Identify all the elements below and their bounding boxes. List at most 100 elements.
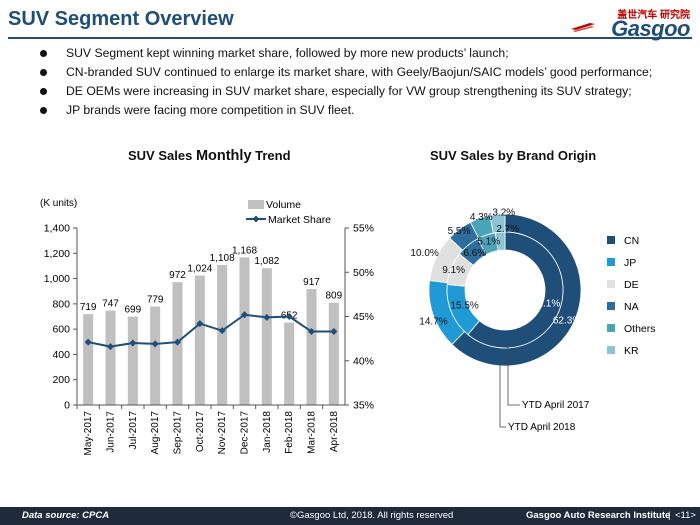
copyright: ©Gasgoo Ltd, 2018. All rights reserved	[290, 510, 454, 521]
bullet-item: SUV Segment kept winning market share, f…	[40, 44, 670, 63]
x-tick-label: Nov-2017	[217, 411, 228, 455]
legend-label: DE	[624, 279, 639, 291]
market-share-point	[174, 338, 181, 346]
callout-label-2017: YTD April 2017	[522, 400, 590, 411]
legend-label: KR	[624, 345, 639, 357]
bar-chart-title-part: Trend	[251, 148, 291, 163]
market-share-point	[308, 328, 315, 336]
bar-data-label: 1,168	[232, 245, 257, 256]
volume-bar	[83, 314, 94, 405]
market-share-line	[87, 313, 334, 348]
callout-line-2018	[499, 365, 506, 428]
gasgoo-logo: 盖世汽车 研究院 Gasgoo	[570, 6, 690, 41]
donut-outer-label: 5.5%	[448, 226, 471, 237]
legend-volume-swatch	[248, 200, 264, 209]
bar-data-label: 917	[303, 277, 320, 288]
bar-data-label: 972	[169, 270, 186, 281]
bar-data-label: 1,024	[187, 264, 212, 275]
volume-bar	[284, 322, 295, 405]
x-tick-label: Jan-2018	[262, 411, 273, 453]
bar-chart-title-part: SUV Sales	[128, 148, 196, 163]
y-tick-label: 1,000	[44, 273, 70, 285]
legend-swatch	[607, 346, 615, 354]
data-source: Data source: CPCA	[22, 510, 110, 521]
market-share-point	[84, 338, 92, 346]
y-right-tick-label: 35%	[353, 400, 374, 412]
legend-swatch	[607, 324, 615, 332]
legend-swatch	[607, 302, 615, 310]
market-share-point	[330, 328, 338, 336]
y-axis-label: (K units)	[40, 198, 77, 209]
legend-share-marker	[252, 215, 260, 223]
y-tick-label: 1,400	[44, 223, 70, 235]
legend-label: CN	[624, 235, 639, 247]
y-tick-label: 200	[52, 374, 70, 386]
logo-text: Gasgoo	[611, 16, 690, 41]
volume-bar	[328, 302, 339, 405]
x-tick-label: Jul-2017	[128, 411, 139, 450]
title-underline	[8, 37, 692, 39]
donut-outer-label: 4.3%	[470, 212, 493, 223]
donut-inner-label: 5.1%	[477, 237, 500, 248]
legend-swatch	[607, 258, 615, 266]
logo-cn-text: 盖世汽车 研究院	[617, 10, 690, 21]
y-right-tick-label: 50%	[353, 267, 374, 279]
volume-bar	[239, 257, 250, 405]
legend-share-label: Market Share	[268, 214, 331, 226]
donut-outer-label: 62.3%	[553, 315, 581, 326]
bullet-item: JP brands were facing more competition i…	[40, 101, 670, 120]
donut-inner-label: 9.1%	[442, 265, 465, 276]
volume-bar	[261, 268, 272, 405]
volume-bar	[194, 275, 205, 405]
market-share-point	[151, 340, 159, 348]
bar-data-label: 1,108	[210, 253, 235, 264]
market-share-point	[196, 320, 204, 328]
y-tick-label: 1,200	[44, 248, 70, 260]
x-tick-label: Jun-2017	[106, 411, 117, 453]
x-tick-label: Oct-2017	[195, 411, 206, 453]
donut-outer-label: 3.2%	[492, 207, 515, 218]
y-tick-label: 0	[64, 400, 70, 412]
donut-chart: 62.3% 61.1% 14.7%15.5% 10.0% 9.1% 5.5% 6.6% 4.3…	[410, 207, 656, 433]
donut-outer-label: 10.0%	[410, 248, 438, 259]
bar-line-chart: (K units) 719 747 699 779 9721,0241,1081,168…	[40, 198, 374, 455]
market-share-point	[218, 327, 226, 335]
donut-outer-label: 14.7%	[419, 316, 447, 327]
footer: Data source: CPCA ©Gasgoo Ltd, 2018. All…	[0, 507, 700, 525]
y-tick-label: 800	[52, 298, 70, 310]
legend-swatch	[607, 236, 615, 244]
donut-inner-label: 61.1%	[532, 299, 560, 310]
x-tick-label: Mar-2018	[307, 411, 318, 454]
donut-inner-label: 2.7%	[496, 224, 519, 235]
legend-label: Others	[624, 323, 656, 335]
market-share-point	[107, 343, 114, 351]
institute: Gasgoo Auto Research Institute	[526, 510, 671, 521]
donut-chart-title: SUV Sales by Brand Origin	[430, 148, 597, 163]
callout-label-2018: YTD April 2018	[508, 422, 576, 433]
y-right-tick-label: 55%	[353, 223, 374, 235]
page-title: SUV Segment Overview	[8, 8, 234, 30]
logo-swoosh-icon	[571, 23, 595, 32]
y-right-tick-label: 45%	[353, 311, 374, 323]
page-divider: |	[668, 510, 671, 521]
legend-label: JP	[624, 257, 636, 269]
page-number: <11>	[675, 510, 696, 521]
donut-inner-label: 6.6%	[463, 248, 486, 259]
bar-data-label: 779	[147, 295, 164, 306]
bar-data-label: 747	[102, 299, 119, 310]
volume-bar	[306, 289, 317, 405]
bullet-item: DE OEMs were increasing in SUV market sh…	[40, 82, 670, 101]
x-tick-label: Apr-2018	[329, 411, 340, 453]
bar-chart-title: SUV Sales Monthly Trend	[128, 148, 291, 164]
y-right-tick-label: 40%	[353, 355, 374, 367]
bar-chart-title-part: Monthly	[195, 148, 252, 164]
bullet-item: CN-branded SUV continued to enlarge its …	[40, 63, 670, 82]
bullet-list: SUV Segment kept winning market share, f…	[40, 44, 670, 120]
market-share-point	[241, 311, 248, 319]
market-share-point	[129, 339, 137, 347]
y-tick-label: 600	[52, 324, 70, 336]
callout-line-2017	[507, 345, 520, 406]
legend-swatch	[607, 280, 615, 288]
volume-bar	[217, 264, 228, 405]
x-tick-label: Feb-2018	[284, 411, 295, 454]
